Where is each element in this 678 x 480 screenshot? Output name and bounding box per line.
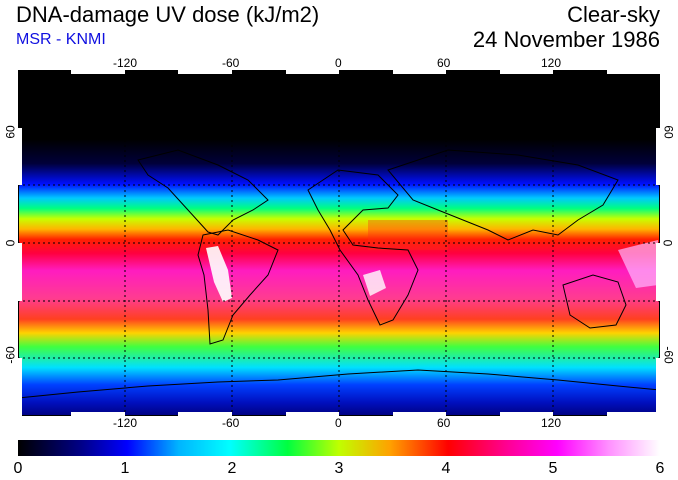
map-feature [363, 270, 386, 296]
lon-tick-top-120: 120 [541, 56, 562, 70]
map-feature [368, 220, 448, 250]
lon-tick-top-neg60: -60 [222, 56, 240, 70]
lon-tick-bottom-neg60: -60 [222, 416, 240, 430]
lon-tick-bottom-120: 120 [541, 416, 562, 430]
lat-tick-right-neg60: -60 [661, 346, 676, 364]
colorbar-ramp [18, 440, 660, 456]
lon-tick-top-neg120: -120 [113, 56, 138, 70]
graticule [18, 70, 660, 416]
colorbar-label-4: 4 [441, 460, 451, 477]
map-title: DNA-damage UV dose (kJ/m2) [16, 2, 320, 27]
map-feature [387, 149, 619, 241]
map-feature [197, 229, 279, 345]
lon-tick-bottom-neg120: -120 [113, 416, 138, 430]
lat-tick-right-0: 0 [660, 239, 675, 247]
credit-label: MSR - KNMI [16, 31, 106, 48]
uv-dose-map [18, 70, 660, 416]
sky-condition-label: Clear-sky [567, 2, 660, 27]
date-label: 24 November 1986 [472, 27, 660, 52]
colorbar-label-6: 6 [655, 460, 665, 477]
lon-tick-bottom-0: 0 [335, 416, 342, 430]
lat-tick-left-60: 60 [3, 125, 18, 139]
map-feature [562, 274, 627, 329]
map-feature [137, 149, 269, 236]
map-feature [206, 246, 232, 302]
colorbar-label-1: 1 [120, 460, 130, 477]
coastlines [18, 149, 660, 399]
lat-tick-left-neg60: -60 [3, 346, 18, 364]
colorbar-label-2: 2 [227, 460, 237, 477]
frame-ticks [18, 70, 660, 416]
lon-tick-top-60: 60 [437, 56, 451, 70]
lon-tick-top-0: 0 [335, 56, 342, 70]
map-feature [307, 169, 419, 326]
lat-tick-right-60: 60 [661, 125, 676, 139]
colorbar-label-3: 3 [334, 460, 344, 477]
lon-tick-bottom-60: 60 [437, 416, 451, 430]
colorbar-label-0: 0 [13, 460, 23, 477]
map-feature [18, 369, 660, 399]
colorbar [18, 440, 660, 456]
colorbar-label-5: 5 [548, 460, 558, 477]
map-feature [618, 240, 658, 288]
lat-tick-left-0: 0 [3, 239, 18, 247]
